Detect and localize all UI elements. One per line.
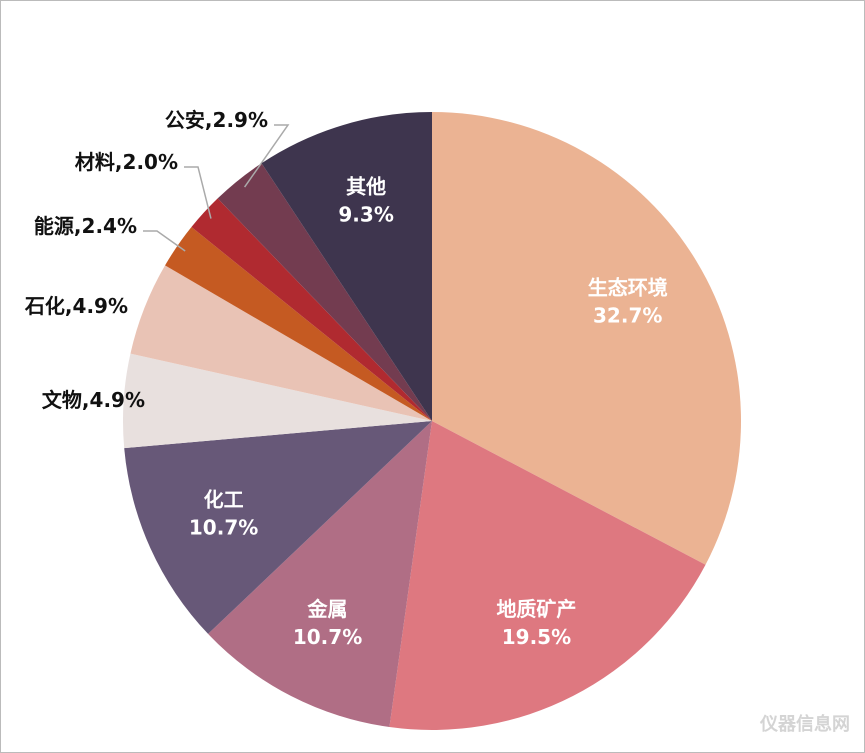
pie-slice: [165, 227, 432, 421]
label-separator: ,: [65, 294, 73, 318]
label-value: 10.7%: [293, 625, 362, 649]
pie-slice: [432, 112, 742, 565]
pie-slice: [217, 163, 432, 421]
label-name: 能源: [34, 214, 74, 238]
pie-slice: [130, 265, 433, 421]
label-value: 2.9%: [213, 108, 268, 132]
label-value: 4.9%: [73, 294, 128, 318]
label-name: 其他: [346, 175, 386, 199]
label-value: 19.5%: [502, 625, 571, 649]
label-value: 10.7%: [189, 516, 258, 540]
label-separator: ,: [115, 150, 123, 174]
label-separator: ,: [205, 108, 213, 132]
label-value: 2.4%: [82, 214, 137, 238]
label-name: 材料: [75, 150, 115, 174]
label-value: 32.7%: [593, 303, 662, 327]
label-name: 公安: [165, 108, 205, 132]
label-separator: ,: [74, 214, 82, 238]
data-label: 材料,2.0%: [75, 150, 178, 174]
leader-line: [184, 166, 212, 219]
label-name: 地质矿产: [496, 597, 576, 621]
label-name: 金属: [307, 597, 348, 621]
data-label: 公安,2.9%: [165, 108, 268, 132]
label-value: 9.3%: [338, 203, 393, 227]
label-name: 文物: [42, 388, 82, 412]
pie-slice: [122, 353, 432, 449]
data-label: 文物,4.9%: [42, 388, 145, 412]
label-separator: ,: [82, 388, 90, 412]
leader-line: [243, 124, 290, 188]
data-label: 能源,2.4%: [34, 214, 137, 238]
watermark: 仪器信息网: [759, 713, 850, 735]
label-value: 4.9%: [90, 388, 145, 412]
label-name: 生态环境: [588, 275, 668, 299]
pie-slice: [191, 198, 432, 421]
pie-slice: [208, 421, 432, 728]
pie-slice: [124, 421, 433, 634]
pie-slice: [261, 112, 432, 421]
leader-line: [143, 230, 186, 252]
pie-slice: [389, 421, 706, 730]
data-label: 石化,4.9%: [24, 294, 128, 318]
label-value: 2.0%: [123, 150, 178, 174]
label-name: 石化: [24, 294, 65, 318]
label-name: 化工: [204, 488, 244, 512]
